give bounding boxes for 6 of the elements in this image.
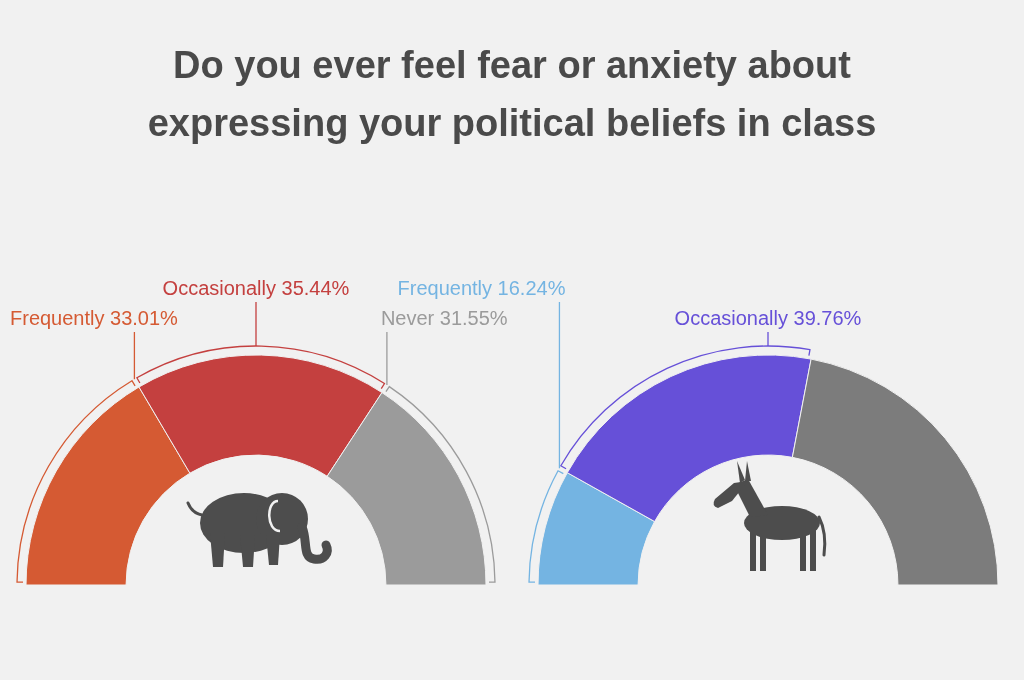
slice-label: Occasionally 39.76% [674,307,862,329]
slice-label: Never 31.55% [380,307,508,329]
slice-label: Frequently 16.24% [397,277,566,299]
slice-label: Frequently 33.01% [10,307,179,329]
slice-label: Occasionally 35.44% [162,277,350,299]
chart-title: Do you ever feel fear or anxiety about expressing your political beliefs in class [147,44,877,144]
